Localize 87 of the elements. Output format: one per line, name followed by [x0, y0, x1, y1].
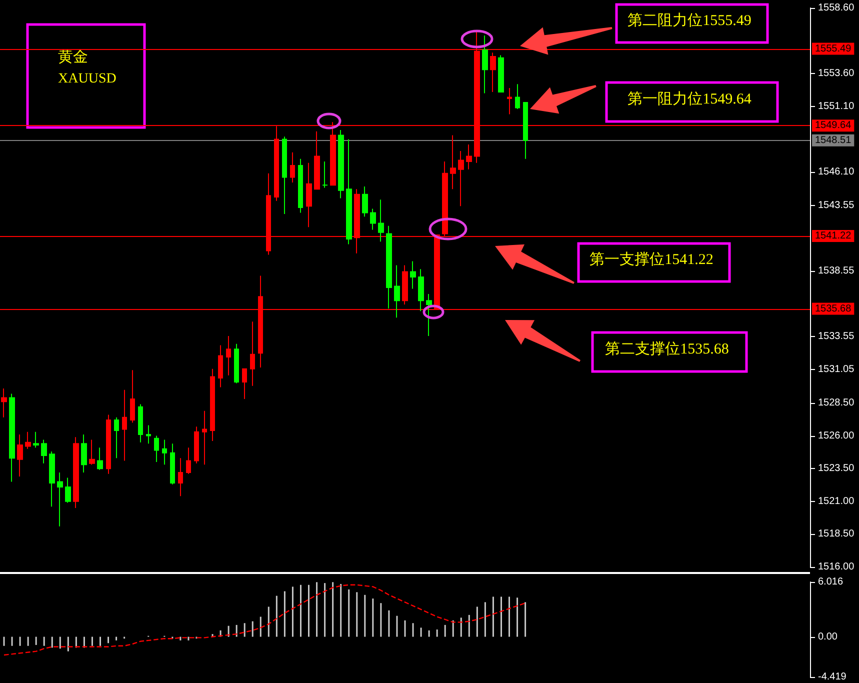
candlestick	[138, 404, 143, 443]
candlestick	[1, 388, 7, 418]
candlestick	[81, 434, 87, 474]
line-series	[3, 584, 526, 656]
candlestick	[290, 152, 295, 184]
candlestick	[154, 435, 159, 463]
candlestick	[458, 150, 464, 207]
candlestick	[170, 443, 175, 485]
candlestick	[466, 144, 472, 170]
annotation: 第二支撑位1535.68	[605, 340, 729, 358]
candlestick	[162, 439, 167, 466]
candlestick	[178, 458, 183, 497]
candlestick	[194, 426, 199, 464]
ref-line-label: 1535.68	[815, 303, 852, 314]
candlestick	[386, 225, 392, 309]
y-tick-label: 1553.60	[818, 68, 855, 80]
y-tick-label: 1543.55	[818, 200, 855, 211]
candlestick	[426, 294, 432, 337]
annotation: 第一阻力位1549.64	[628, 90, 752, 108]
ref-line-label: 1541.22	[815, 230, 852, 242]
candlestick	[523, 102, 528, 160]
candlestick	[17, 434, 23, 477]
candlestick	[97, 447, 103, 470]
candlestick	[378, 199, 384, 242]
y-tick-label: 1533.55	[818, 331, 855, 342]
candlestick	[210, 368, 215, 442]
y-tick-label: 1523.50	[818, 463, 855, 474]
ref-line-label: 1555.49	[815, 43, 852, 54]
candlestick	[314, 130, 320, 190]
candlestick	[41, 439, 47, 464]
candlestick	[346, 138, 352, 245]
candlestick	[25, 431, 31, 450]
candlestick	[402, 264, 408, 306]
y-tick-label: 1518.50	[818, 528, 855, 540]
candlestick	[515, 84, 520, 110]
candlestick	[482, 35, 488, 94]
candlestick	[226, 336, 231, 376]
candlestick	[298, 158, 303, 214]
y-tick-label: 1546.10	[818, 166, 855, 178]
candlestick	[146, 424, 151, 444]
candlestick	[322, 161, 328, 188]
candlestick	[234, 343, 239, 384]
y-tick-label: 1531.05	[818, 364, 855, 376]
y-tick-label: 1551.10	[818, 100, 855, 112]
y-tick-label: 0.00	[818, 631, 838, 642]
candlestick	[490, 52, 496, 92]
y-tick-label: -4.419	[818, 672, 847, 682]
ref-line-label: 1548.51	[815, 134, 852, 146]
candlestick	[250, 321, 255, 386]
candlestick	[218, 344, 223, 388]
candlestick	[57, 472, 63, 527]
candlestick	[370, 208, 376, 230]
candlestick	[410, 260, 416, 290]
candlestick	[507, 88, 512, 115]
candlestick	[186, 447, 191, 474]
y-tick-label: 1516.00	[818, 562, 855, 572]
candlestick	[114, 416, 119, 459]
y-tick-label: 1521.00	[818, 496, 855, 507]
text: 黄金	[58, 48, 88, 66]
ref-line-label: 1549.64	[815, 120, 852, 132]
candlestick	[89, 439, 95, 466]
candlestick	[49, 451, 55, 508]
candlestick	[130, 370, 135, 424]
y-tick-label: 1538.55	[818, 266, 855, 277]
y-tick-label: 1528.50	[818, 397, 855, 408]
candlestick	[9, 393, 15, 482]
candlestick	[65, 477, 71, 504]
candlestick	[282, 136, 287, 215]
candlestick	[202, 410, 207, 466]
candlestick	[338, 130, 344, 199]
candlestick	[418, 268, 424, 312]
y-tick-label: 1558.60	[818, 2, 855, 14]
candlestick	[242, 368, 247, 400]
candlestick	[394, 264, 400, 318]
candlestick	[306, 162, 312, 228]
candlestick	[106, 414, 111, 474]
y-tick-label: 1526.00	[818, 430, 855, 442]
annotation: 第二阻力位1555.49	[628, 12, 752, 29]
candlestick	[498, 54, 504, 92]
candlestick	[73, 436, 79, 508]
annotation: 第一支撑位1541.22	[590, 251, 714, 268]
candlestick	[362, 186, 368, 218]
y-tick-label: 6.016	[818, 576, 844, 588]
candlestick	[122, 389, 127, 462]
candlestick	[450, 134, 456, 190]
text: XAUUSD	[58, 72, 116, 86]
candlestick	[33, 431, 39, 448]
